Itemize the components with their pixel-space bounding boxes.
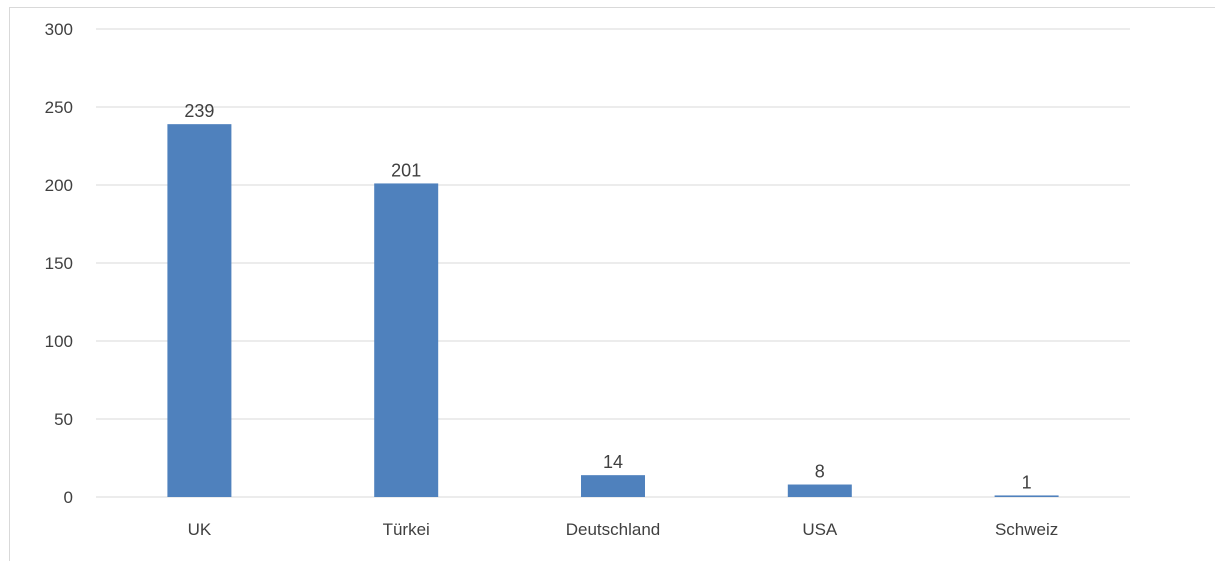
y-tick-label: 200: [45, 176, 73, 195]
data-labels: 239 201 14 8 1: [184, 101, 1031, 492]
x-axis-tick-labels: UK Türkei Deutschland USA Schweiz: [188, 520, 1059, 539]
x-tick-label: Türkei: [383, 520, 430, 539]
data-label: 14: [603, 452, 623, 472]
bar-uk: [167, 124, 232, 497]
bar-usa: [787, 484, 852, 497]
bar-schweiz: [994, 495, 1059, 497]
bar-deutschland: [581, 475, 645, 497]
y-tick-label: 300: [45, 20, 73, 39]
x-tick-label: Deutschland: [566, 520, 661, 539]
y-tick-label: 100: [45, 332, 73, 351]
y-tick-label: 50: [54, 410, 73, 429]
x-tick-label: UK: [188, 520, 212, 539]
y-tick-label: 150: [45, 254, 73, 273]
data-label: 239: [184, 101, 214, 121]
data-label: 201: [391, 160, 421, 180]
y-tick-label: 250: [45, 98, 73, 117]
y-tick-label: 0: [64, 488, 73, 507]
x-tick-label: Schweiz: [995, 520, 1058, 539]
bar-türkei: [374, 183, 439, 497]
bars: [167, 124, 1059, 497]
chart-area: [9, 7, 1215, 561]
data-label: 1: [1022, 472, 1032, 492]
data-label: 8: [815, 462, 825, 482]
gridlines: [96, 28, 1130, 498]
y-axis-tick-labels: 0 50 100 150 200 250 300: [45, 20, 73, 507]
x-tick-label: USA: [802, 520, 838, 539]
